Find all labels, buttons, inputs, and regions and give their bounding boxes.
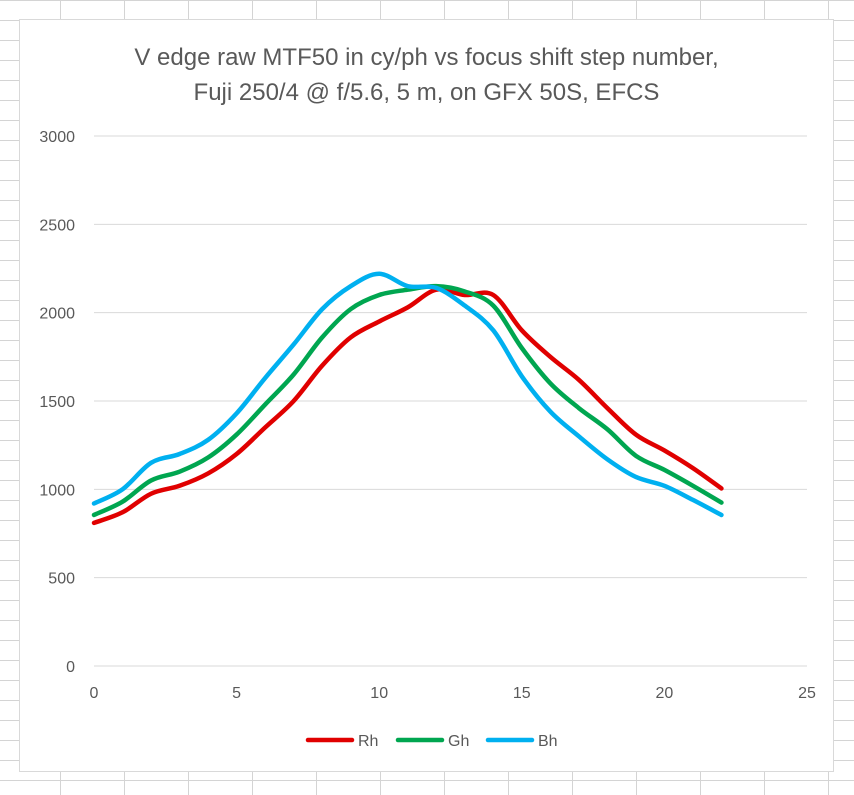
- y-tick-label: 1000: [39, 482, 75, 499]
- y-tick-label: 3000: [39, 129, 75, 146]
- y-tick-label: 2000: [39, 306, 75, 323]
- y-tick-label: 1500: [39, 394, 75, 411]
- series-line-gh: [91, 283, 724, 518]
- chart-title-line-2: Fuji 250/4 @ f/5.6, 5 m, on GFX 50S, EFC…: [193, 79, 660, 106]
- legend-label-bh: Bh: [538, 733, 558, 750]
- x-tick-label: 25: [798, 685, 816, 702]
- x-tick-label: 0: [90, 685, 99, 702]
- series-lines: [91, 271, 724, 526]
- x-axis-tick-labels: 0 5 10 15 20 25: [90, 685, 816, 702]
- series-line-rh: [91, 287, 724, 526]
- legend-label-gh: Gh: [448, 733, 469, 750]
- x-tick-label: 15: [513, 685, 531, 702]
- series-line-bh: [91, 271, 724, 518]
- chart-title-line-1: V edge raw MTF50 in cy/ph vs focus shift…: [134, 44, 719, 71]
- chart-area[interactable]: [19, 19, 834, 772]
- y-tick-label: 500: [48, 571, 75, 588]
- y-axis-tick-labels: 0 500 1000 1500 2000 2500 3000: [39, 129, 75, 676]
- x-tick-label: 10: [370, 685, 388, 702]
- legend-label-rh: Rh: [358, 733, 378, 750]
- y-tick-label: 2500: [39, 217, 75, 234]
- legend: Rh Gh Bh: [305, 733, 558, 750]
- x-tick-label: 5: [232, 685, 241, 702]
- chart-title: V edge raw MTF50 in cy/ph vs focus shift…: [19, 40, 834, 110]
- gridlines: [94, 135, 807, 667]
- y-tick-label: 0: [66, 659, 75, 676]
- x-tick-label: 20: [656, 685, 674, 702]
